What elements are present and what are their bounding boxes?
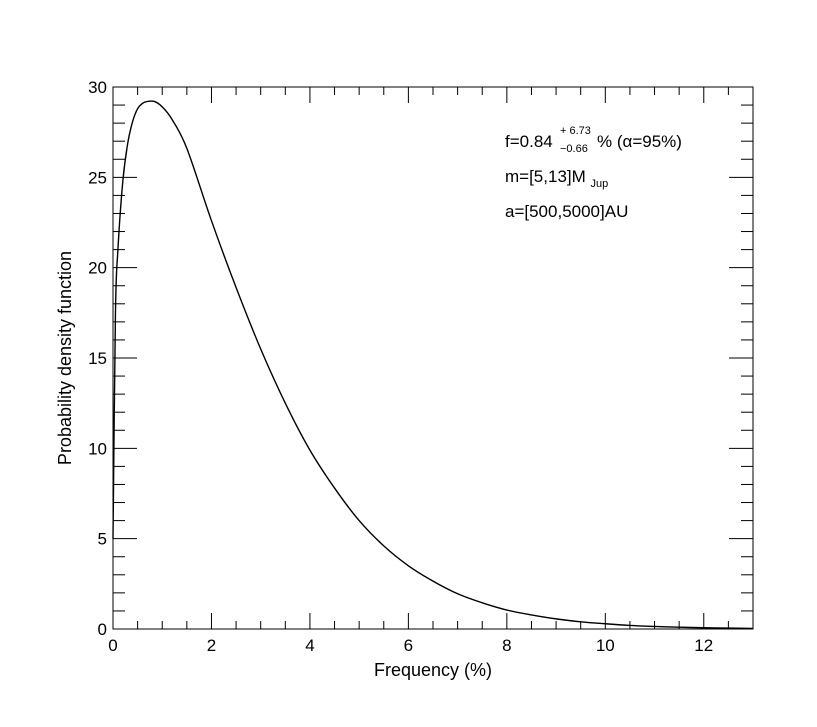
annotation-frequency-tail: % (α=95%) bbox=[597, 132, 682, 151]
y-tick-label: 10 bbox=[88, 439, 107, 458]
y-axis-title: Probability density function bbox=[55, 251, 75, 465]
x-tick-label: 0 bbox=[108, 636, 117, 655]
ticks bbox=[112, 86, 754, 630]
x-tick-label: 8 bbox=[502, 636, 511, 655]
annotation-frequency-sub: −0.66 bbox=[560, 143, 588, 155]
annotation-mass: m=[5,13]M Jup bbox=[505, 167, 608, 190]
annotation-mass-sub: Jup bbox=[591, 178, 609, 190]
y-tick-label: 25 bbox=[88, 168, 107, 187]
x-tick-label: 12 bbox=[694, 636, 713, 655]
y-tick-label: 30 bbox=[88, 78, 107, 97]
annotation-frequency: f=0.84 + 6.73 −0.66 % (α=95%) bbox=[505, 119, 682, 156]
annotation-mass-main: m=[5,13]M bbox=[505, 167, 586, 186]
y-tick-label: 15 bbox=[88, 349, 107, 368]
x-axis-title: Frequency (%) bbox=[374, 660, 492, 680]
tick-labels: 0 2 4 6 8 10 12 0 5 10 15 20 25 30 bbox=[88, 78, 713, 655]
x-tick-label: 4 bbox=[305, 636, 314, 655]
annotation-separation: a=[500,5000]AU bbox=[505, 202, 628, 221]
annotation-frequency-main: f=0.84 bbox=[505, 132, 553, 151]
series-line bbox=[112, 100, 754, 630]
plot-frame bbox=[112, 86, 754, 630]
x-tick-label: 10 bbox=[596, 636, 615, 655]
y-tick-label: 5 bbox=[98, 530, 107, 549]
annotation-frequency-sup: + 6.73 bbox=[560, 125, 591, 137]
y-tick-label: 20 bbox=[88, 259, 107, 278]
x-tick-label: 2 bbox=[207, 636, 216, 655]
y-tick-label: 0 bbox=[98, 620, 107, 639]
x-tick-label: 6 bbox=[404, 636, 413, 655]
